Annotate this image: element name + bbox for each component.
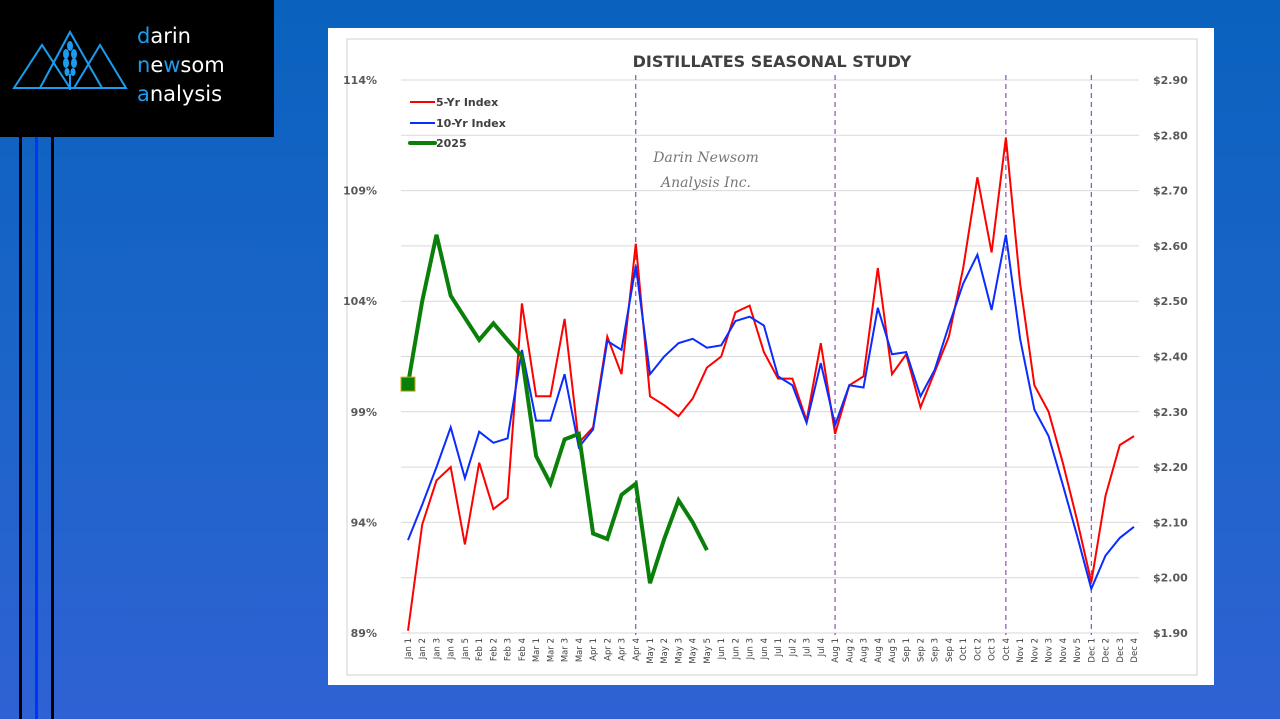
- x-tick-label: Dec 4: [1130, 638, 1140, 663]
- chart-title: DISTILLATES SEASONAL STUDY: [633, 52, 912, 71]
- series-line-10-yr-index: [407, 234, 1135, 592]
- x-tick-label: Nov 3: [1045, 638, 1055, 663]
- logo-letter: w: [163, 53, 181, 77]
- x-tick-label: Sep 1: [902, 638, 912, 662]
- x-tick-label: Aug 3: [860, 638, 870, 663]
- decorative-bar: [51, 137, 54, 719]
- logo-word-analysis: nalysis: [149, 82, 223, 106]
- y-left-tick-label: 99%: [351, 406, 377, 419]
- y-left-tick-label: 94%: [351, 516, 377, 529]
- y-right-tick-label: $2.20: [1153, 461, 1188, 474]
- x-tick-label: Jan 1: [404, 638, 414, 660]
- x-tick-label: Mar 1: [532, 638, 542, 662]
- y-right-tick-label: $2.40: [1153, 351, 1188, 364]
- x-tick-label: May 5: [703, 638, 713, 664]
- x-tick-label: Jan 3: [432, 638, 442, 660]
- x-tick-label: Sep 4: [945, 638, 955, 662]
- x-tick-label: Sep 3: [931, 638, 941, 662]
- x-tick-label: Nov 5: [1073, 638, 1083, 663]
- x-tick-label: Jan 5: [461, 638, 471, 660]
- x-tick-label: Oct 2: [973, 638, 983, 661]
- seasonal-chart: 114% 109% 104% 99% 94% 89% $2.90 $2.80 $2.70 $2.…: [343, 38, 1198, 676]
- x-tick-label: Aug 1: [831, 638, 841, 663]
- y-right-tick-label: $2.00: [1153, 572, 1188, 585]
- x-tick-label: Mar 2: [546, 638, 556, 662]
- y-left-tick-label: 104%: [343, 295, 377, 308]
- x-tick-label: Jul 4: [817, 638, 827, 657]
- x-tick-label: Feb 1: [475, 638, 485, 661]
- legend-label-5yr: 5-Yr Index: [436, 96, 498, 109]
- legend: 5-Yr Index 10-Yr Index 2025: [408, 96, 506, 150]
- y-left-tick-label: 89%: [351, 627, 377, 640]
- series-line-2025: [406, 234, 709, 584]
- y-left-tick-label: 109%: [343, 185, 377, 198]
- decorative-bar: [35, 137, 38, 719]
- x-tick-label: Jul 2: [788, 638, 798, 657]
- x-tick-label: May 3: [674, 638, 684, 664]
- y-right-tick-label: $2.80: [1153, 129, 1188, 142]
- x-tick-label: Feb 2: [489, 638, 499, 661]
- legend-label-2025: 2025: [436, 137, 467, 150]
- x-tick-label: Jul 3: [803, 638, 813, 657]
- x-tick-label: Sep 2: [916, 638, 926, 662]
- chart-panel: 114% 109% 104% 99% 94% 89% $2.90 $2.80 $2.70 $2.…: [328, 28, 1214, 685]
- watermark-line1: Darin Newsom: [652, 150, 759, 166]
- x-tick-label: Oct 1: [959, 638, 969, 661]
- logo-block: darin newsom analysis: [0, 0, 274, 137]
- y-left-tick-label: 114%: [343, 74, 377, 87]
- x-tick-label: Jan 4: [447, 638, 457, 660]
- x-tick-label: May 2: [660, 638, 670, 664]
- x-tick-label: Dec 3: [1116, 638, 1126, 663]
- logo-letter: n: [137, 53, 151, 77]
- decorative-bar: [19, 137, 22, 719]
- y-right-tick-label: $2.70: [1153, 185, 1188, 198]
- x-tick-label: Apr 1: [589, 638, 599, 661]
- x-tick-label: Apr 3: [618, 638, 628, 661]
- y-right-tick-label: $2.60: [1153, 240, 1188, 253]
- y-right-tick-label: $2.10: [1153, 516, 1188, 529]
- x-tick-label: Jan 2: [418, 638, 428, 660]
- series-line-5-yr-index: [407, 137, 1135, 631]
- x-tick-label: May 1: [646, 638, 656, 664]
- x-tick-label: Jun 1: [717, 638, 727, 660]
- x-tick-label: Mar 3: [561, 638, 571, 662]
- logo-word-darin: arin: [150, 24, 191, 48]
- legend-label-10yr: 10-Yr Index: [436, 117, 506, 130]
- x-tick-label: Oct 4: [1002, 638, 1012, 661]
- watermark-line2: Analysis Inc.: [659, 175, 751, 191]
- x-tick-label: Feb 3: [504, 638, 514, 661]
- x-tick-label: Jun 2: [731, 638, 741, 660]
- x-tick-label: Feb 4: [518, 638, 528, 661]
- x-tick-label: Aug 5: [888, 638, 898, 663]
- y-right-tick-label: $2.90: [1153, 74, 1188, 87]
- x-tick-label: Jun 4: [760, 638, 770, 660]
- y-right-tick-label: $1.90: [1153, 627, 1188, 640]
- x-tick-label: Aug 2: [845, 638, 855, 663]
- logo-word-part: som: [180, 53, 225, 77]
- x-tick-label: Oct 3: [988, 638, 998, 661]
- x-tick-label: Aug 4: [874, 638, 884, 663]
- x-tick-label: Dec 1: [1087, 638, 1097, 663]
- x-tick-label: Mar 4: [575, 638, 585, 662]
- x-tick-label: Dec 2: [1102, 638, 1112, 663]
- x-tick-label: Apr 4: [632, 638, 642, 661]
- x-tick-label: May 4: [689, 638, 699, 664]
- x-tick-label: Jul 1: [774, 638, 784, 657]
- x-tick-label: Nov 2: [1030, 638, 1040, 663]
- logo-letter: d: [137, 24, 151, 48]
- x-tick-label: Apr 2: [603, 638, 613, 661]
- x-tick-label: Nov 1: [1016, 638, 1026, 663]
- start-marker: [400, 376, 416, 392]
- mountain-wheat-logo-icon: [12, 29, 128, 90]
- x-tick-label: Nov 4: [1059, 638, 1069, 663]
- logo-letter: a: [137, 82, 150, 106]
- y-right-tick-label: $2.30: [1153, 406, 1188, 419]
- x-tick-label: Jun 3: [746, 638, 756, 660]
- y-right-tick-label: $2.50: [1153, 295, 1188, 308]
- logo-word-part: e: [150, 53, 164, 77]
- logo-wordmark: darin newsom analysis: [137, 22, 225, 109]
